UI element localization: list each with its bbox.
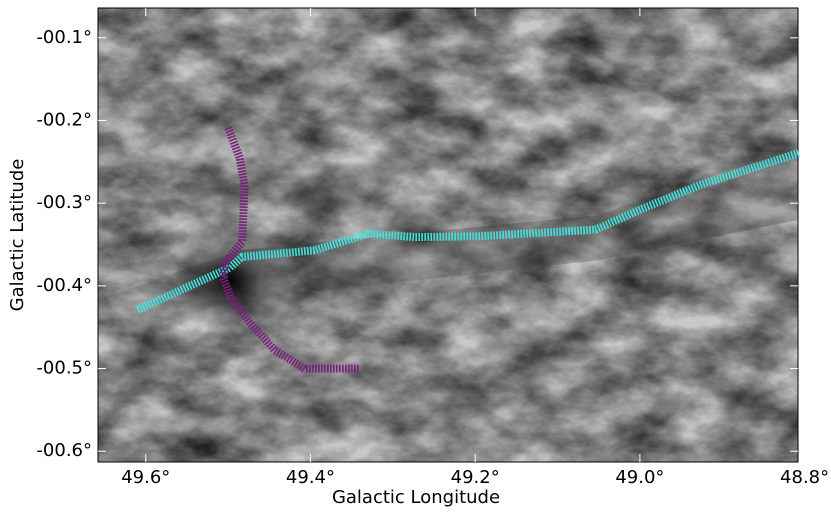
x-tick-label: 49.6° bbox=[121, 467, 170, 488]
y-tick-label: -00.4° bbox=[36, 275, 92, 296]
y-tick-label: -00.1° bbox=[36, 27, 92, 48]
x-tick-label: 49.2° bbox=[451, 467, 500, 488]
x-tick-label: 49.4° bbox=[286, 467, 335, 488]
filament-path bbox=[135, 148, 801, 314]
plot-frame bbox=[97, 7, 799, 463]
y-tick-label: -00.6° bbox=[36, 440, 92, 461]
x-tick-label: 49.0° bbox=[615, 467, 664, 488]
y-tick-label: -00.5° bbox=[36, 358, 92, 379]
sky-image bbox=[98, 8, 798, 462]
y-tick-label: -00.3° bbox=[36, 192, 92, 213]
y-tick-label: -00.2° bbox=[36, 109, 92, 130]
x-axis-label: Galactic Longitude bbox=[332, 487, 500, 508]
x-tick-label: 48.8° bbox=[780, 467, 829, 488]
y-axis-label: Galactic Latitude bbox=[7, 159, 28, 312]
